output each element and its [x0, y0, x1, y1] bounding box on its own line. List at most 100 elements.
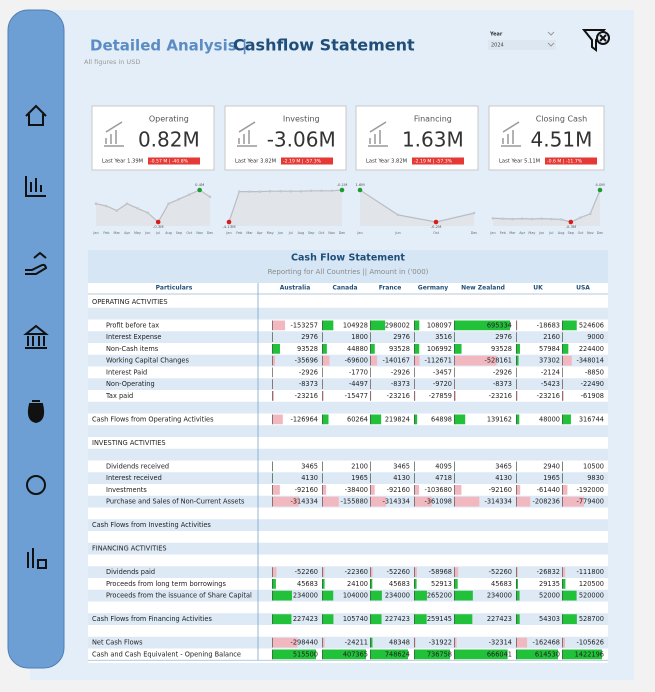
data-bar — [370, 414, 382, 425]
sparkline-month: Nov — [328, 231, 335, 235]
cell-value: -8373 — [391, 380, 410, 388]
cell-value: -18683 — [537, 321, 560, 329]
cell-value: 48000 — [539, 415, 560, 423]
cell-value: -162468 — [532, 639, 560, 647]
sparkline-point — [320, 189, 323, 193]
data-bar — [272, 637, 298, 648]
data-bar — [272, 496, 299, 507]
cell-value: -15477 — [345, 392, 368, 400]
clear-filter-icon[interactable] — [581, 29, 610, 52]
sidebar — [7, 9, 65, 669]
cell-value: 1422196 — [575, 650, 604, 658]
sparkline-month: Jun — [277, 231, 283, 235]
cell-value: -23216 — [387, 392, 410, 400]
home-icon[interactable] — [25, 104, 47, 126]
sparkline-month: Feb — [103, 231, 109, 235]
cell-value: 524606 — [579, 321, 604, 329]
cell-value: -52260 — [387, 568, 410, 576]
people-icon[interactable] — [27, 548, 47, 569]
slicer-box[interactable] — [488, 40, 556, 50]
data-bar — [322, 414, 329, 425]
data-bar — [414, 567, 417, 577]
data-bar — [322, 614, 334, 624]
sparkline-point — [268, 189, 272, 193]
sparkline-point — [597, 187, 603, 193]
kpi-icon — [368, 121, 388, 147]
kpi-value: 0.82M — [138, 128, 200, 152]
sparkline-month: Aug — [165, 231, 172, 235]
sparkline-month: Nov — [196, 231, 203, 235]
cell-value: 2100 — [351, 462, 368, 470]
cell-value: -92160 — [489, 486, 512, 494]
data-bar — [370, 590, 382, 601]
sparkline-point — [115, 209, 119, 212]
data-bar — [322, 567, 325, 577]
data-bar — [562, 485, 568, 495]
data-bar — [322, 485, 327, 495]
cell-value: 60264 — [347, 415, 368, 423]
row-label: Cash Flows from Investing Activities — [92, 521, 211, 529]
kpi-icon — [104, 121, 124, 147]
data-bar — [370, 355, 378, 366]
data-bar — [562, 320, 577, 331]
cell-value: 265200 — [427, 592, 452, 600]
kpi-last-year: Last Year 3.82M — [366, 159, 407, 165]
data-bar — [562, 496, 584, 507]
data-bar — [272, 355, 276, 366]
sparkline-point — [433, 219, 439, 225]
data-bar — [454, 391, 456, 401]
data-bar — [414, 320, 420, 331]
cell-value: 104000 — [343, 592, 368, 600]
row-label: Dividends paid — [106, 568, 155, 576]
data-bar — [272, 320, 286, 331]
subtitle: All figures in USD — [84, 58, 140, 66]
data-bar — [272, 391, 274, 401]
sparkline-point — [125, 202, 129, 206]
cell-value: -58968 — [429, 568, 452, 576]
cell-value: -92160 — [387, 486, 410, 494]
cell-value: -153257 — [290, 321, 318, 329]
cycle-icon[interactable] — [26, 475, 46, 495]
cell-value: 45683 — [297, 580, 318, 588]
row-label: Interest Paid — [106, 368, 147, 376]
cell-value: 52000 — [539, 592, 560, 600]
cell-value: -38400 — [345, 486, 368, 494]
cell-value: 227423 — [487, 615, 512, 623]
data-bar — [322, 320, 334, 331]
data-bar — [516, 614, 520, 624]
sparkline-point — [299, 189, 303, 193]
money-icon[interactable] — [27, 400, 45, 424]
cell-value: 93528 — [491, 345, 512, 353]
sparkline-point — [248, 190, 251, 193]
sparkline-point — [208, 195, 212, 199]
row-label: Non-Cash items — [106, 345, 159, 353]
cell-value: 93528 — [297, 345, 318, 353]
cell-value: 614530 — [535, 650, 560, 658]
cell-value: -208236 — [532, 498, 560, 506]
cell-value: -24211 — [345, 639, 368, 647]
cell-value: 3465 — [495, 462, 512, 470]
data-bar — [414, 590, 427, 601]
kpi-last-year: Last Year 5.11M — [499, 159, 540, 165]
data-bar — [272, 614, 292, 624]
cell-value: 9830 — [587, 474, 604, 482]
sparkline-point — [105, 204, 108, 208]
page-title: Cashflow Statement — [233, 36, 415, 55]
year-slicer[interactable]: Year 2024 — [488, 32, 556, 51]
cell-value: -35696 — [295, 357, 318, 365]
bank-icon[interactable] — [23, 324, 49, 349]
cell-value: 3465 — [393, 462, 410, 470]
operating-icon[interactable] — [25, 251, 48, 275]
sparkline-month: Feb — [500, 231, 506, 235]
row-label: Dividends received — [106, 462, 169, 470]
sparkline-min-label: -0.2M — [431, 224, 442, 229]
kpi-title: Closing Cash — [536, 115, 588, 124]
cell-value: -348014 — [576, 357, 604, 365]
data-bar — [370, 320, 386, 331]
sparkline-month: May — [528, 231, 535, 235]
cell-value: -528161 — [484, 357, 512, 365]
analysis-icon[interactable] — [25, 176, 46, 197]
sparkline-month: Jan — [356, 231, 362, 235]
sparkline-month: Apr — [519, 231, 525, 235]
cell-value: 29135 — [539, 580, 560, 588]
